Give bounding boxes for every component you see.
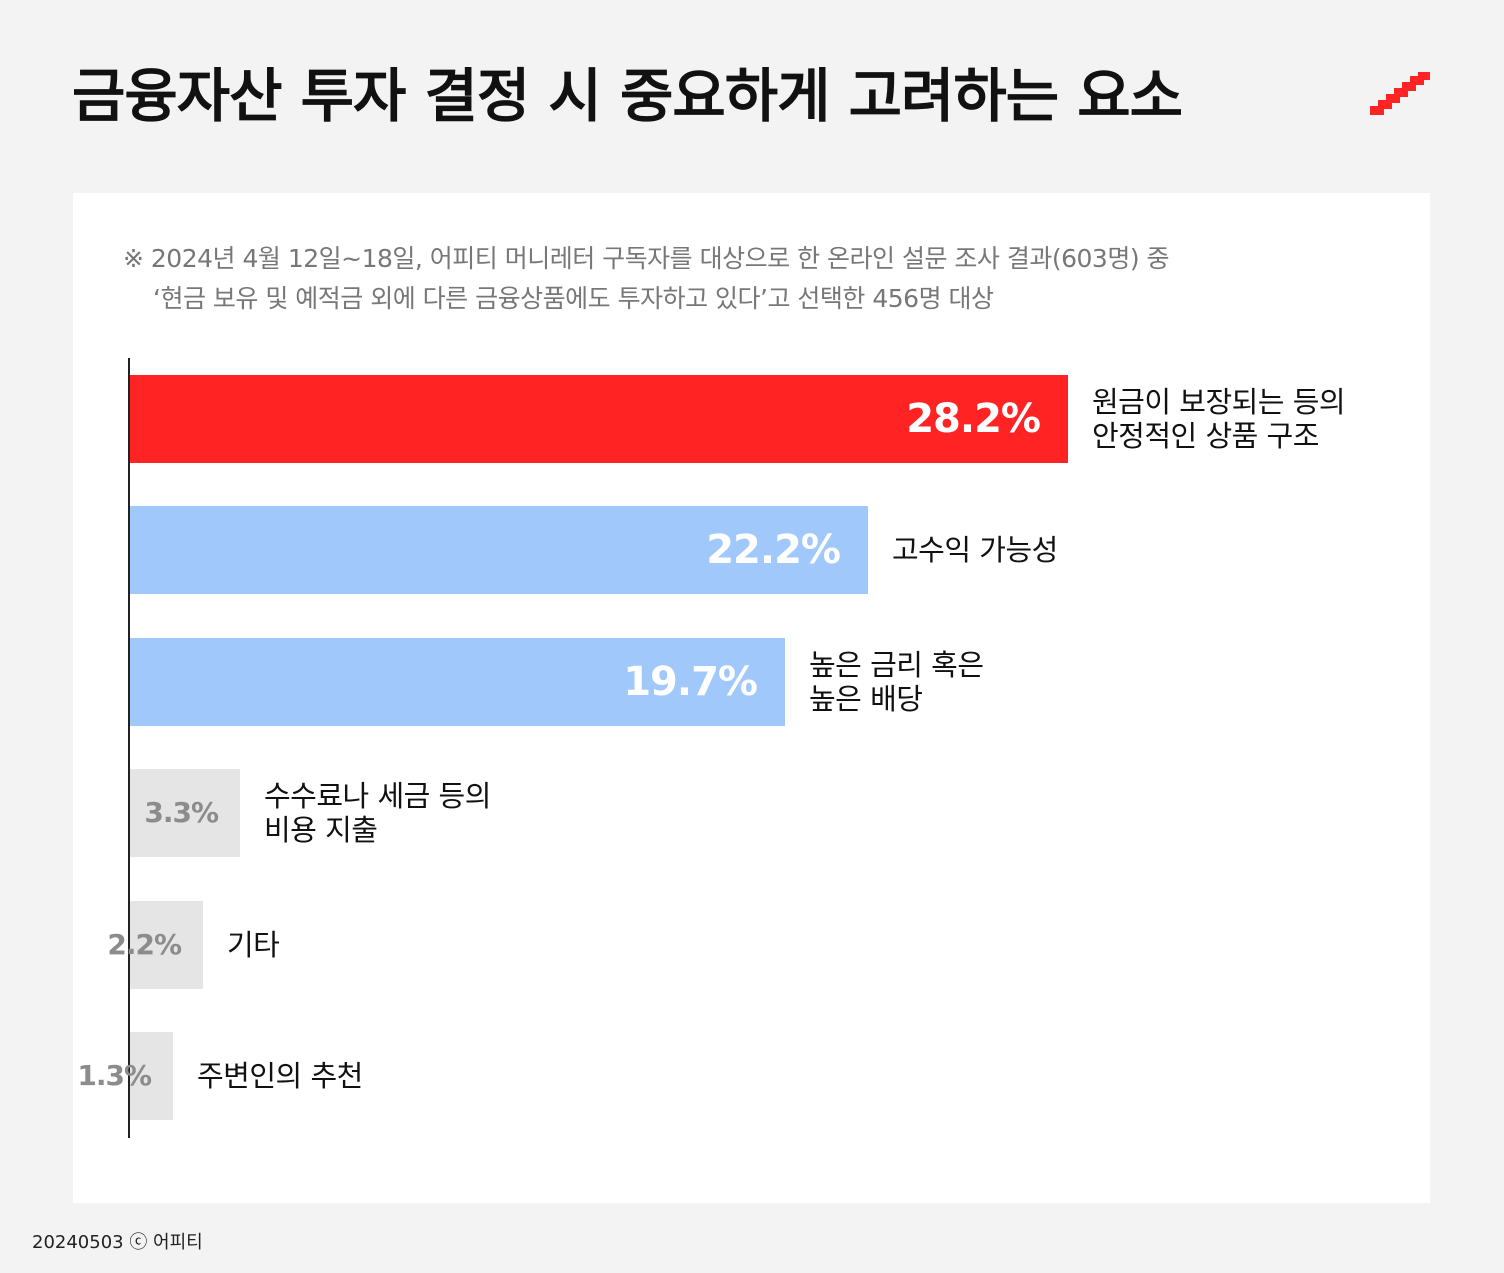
bar-value-label: 2.2% (107, 928, 182, 961)
bar-row: 3.3% 수수료나 세금 등의 비용 지출 (130, 769, 1430, 857)
survey-note-line-2: ‘현금 보유 및 예적금 외에 다른 금융상품에도 투자하고 있다’고 선택한 … (153, 284, 994, 313)
category-label: 원금이 보장되는 등의 안정적인 상품 구조 (1092, 385, 1346, 453)
bar-row: 1.3% 주변인의 추천 (77, 1032, 1430, 1120)
bar: 3.3% (130, 769, 240, 857)
bar: 19.7% (130, 638, 785, 726)
bar-row: 22.2% 고수익 가능성 (130, 506, 1430, 594)
brand-logo-icon (1370, 72, 1430, 115)
survey-note-line-1: ※ 2024년 4월 12일~18일, 어피티 머니레터 구독자를 대상으로 한… (123, 244, 1170, 273)
bar-row: 19.7% 높은 금리 혹은 높은 배당 (130, 638, 1430, 726)
category-label: 기타 (227, 928, 280, 962)
bar-row: 2.2% 기타 (107, 901, 1430, 989)
bar-row: 28.2% 원금이 보장되는 등의 안정적인 상품 구조 (130, 375, 1430, 463)
bar-value-label: 19.7% (623, 659, 758, 705)
survey-note: ※ 2024년 4월 12일~18일, 어피티 머니레터 구독자를 대상으로 한… (123, 239, 1170, 319)
chart-title: 금융자산 투자 결정 시 중요하게 고려하는 요소 (72, 62, 1183, 130)
category-label: 수수료나 세금 등의 비용 지출 (264, 779, 491, 847)
category-label: 주변인의 추천 (197, 1059, 363, 1093)
y-axis-line (128, 358, 130, 1138)
bar: 1.3% (77, 1032, 173, 1120)
bar: 2.2% (107, 901, 203, 989)
bar: 28.2% (130, 375, 1068, 463)
category-label: 높은 금리 혹은 높은 배당 (809, 648, 984, 716)
category-label: 고수익 가능성 (892, 533, 1058, 567)
footer-credit: 20240503 ⓒ 어피티 (32, 1232, 203, 1253)
bar-value-label: 28.2% (906, 396, 1041, 442)
bar: 22.2% (130, 506, 868, 594)
bar-value-label: 22.2% (706, 527, 841, 573)
bar-value-label: 1.3% (77, 1059, 152, 1092)
bar-value-label: 3.3% (144, 796, 219, 829)
